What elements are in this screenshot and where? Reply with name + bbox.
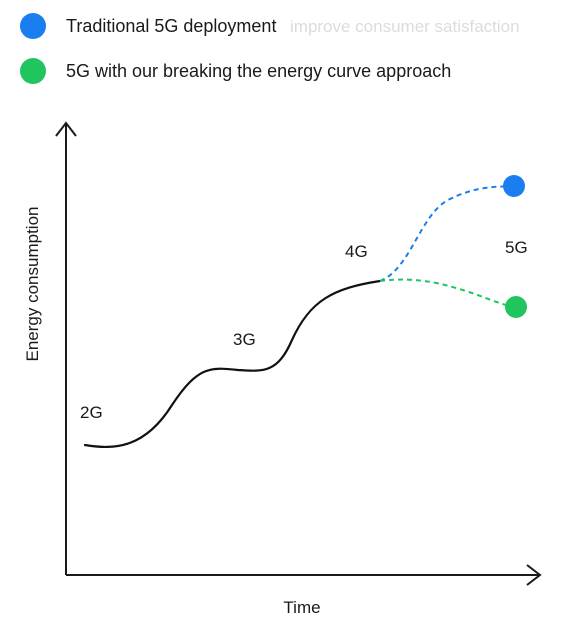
x-axis-arrow-icon (526, 564, 542, 586)
legend-label-approach: 5G with our breaking the energy curve ap… (66, 60, 452, 81)
x-axis-label: Time (283, 598, 320, 617)
axes (55, 121, 542, 586)
approach-5g-endpoint-marker (505, 296, 527, 318)
generation-label-5g: 5G (505, 238, 528, 257)
traditional-5g-series-line (379, 185, 515, 282)
generation-label-4g: 4G (345, 242, 368, 261)
generation-label-2g: 2G (80, 403, 103, 422)
green-dot-icon (20, 58, 46, 84)
generation-label-3g: 3G (233, 330, 256, 349)
blue-dot-icon (20, 13, 46, 39)
approach-5g-series-line (379, 278, 517, 308)
traditional-5g-endpoint-marker (503, 175, 525, 197)
legend-label-traditional: Traditional 5G deployment (66, 15, 277, 36)
y-axis-label: Energy consumption (23, 207, 42, 362)
history-line-2g-to-4g (83, 279, 382, 448)
legend-item-traditional: Traditional 5G deployment (20, 10, 276, 42)
y-axis-arrow-icon (55, 121, 77, 137)
overlay-ghost-text: improve consumer satisfaction (290, 17, 520, 36)
legend-item-approach: 5G with our breaking the energy curve ap… (20, 55, 451, 87)
